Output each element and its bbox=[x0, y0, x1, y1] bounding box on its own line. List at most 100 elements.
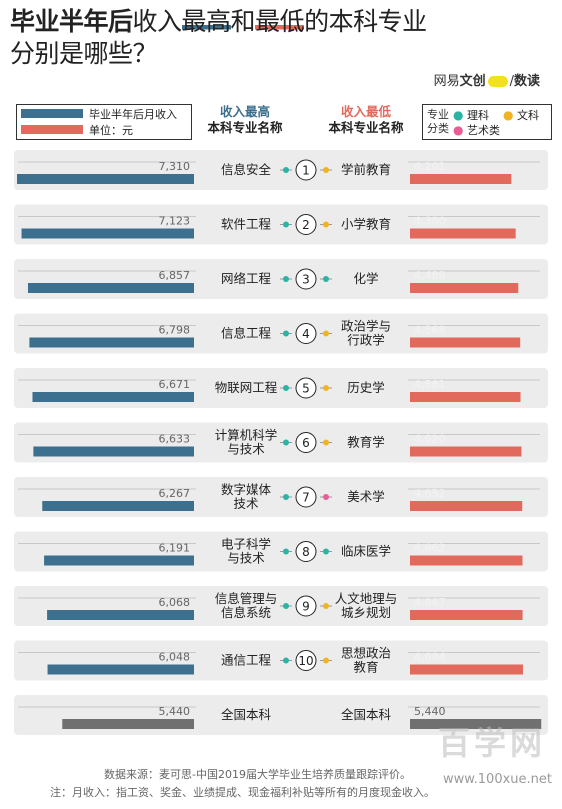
category-dot-high bbox=[283, 385, 289, 391]
data-label-high: 6,671 bbox=[159, 378, 191, 391]
bar-low bbox=[410, 664, 523, 675]
bar-low bbox=[410, 501, 523, 511]
title-part-2: 收入 bbox=[132, 7, 183, 36]
bar-high bbox=[42, 501, 195, 511]
brand-logo: 网易文创 /数读 bbox=[434, 70, 540, 89]
major-low-label: 思想政治 bbox=[341, 646, 391, 661]
overall-label-high: 全国本科 bbox=[221, 707, 272, 722]
bar-high bbox=[17, 174, 194, 184]
data-label-low: 4,684 bbox=[414, 651, 446, 664]
title-part-1: 毕业半年后 bbox=[10, 7, 133, 36]
rank-label: 7 bbox=[302, 491, 310, 505]
data-label-low: 4,620 bbox=[414, 433, 446, 446]
data-label-high: 6,191 bbox=[159, 542, 191, 555]
rank-circle bbox=[295, 486, 317, 508]
bar-low bbox=[410, 392, 521, 402]
category-dot-low bbox=[323, 385, 329, 391]
rank-circle bbox=[295, 268, 317, 290]
category-dot-low bbox=[323, 548, 329, 555]
data-label-low: 4,667 bbox=[414, 596, 446, 609]
column-header-high-1: 收入最高 bbox=[219, 104, 270, 119]
major-high-label: 计算机科学 bbox=[215, 428, 278, 443]
data-label-low: 4,662 bbox=[414, 542, 446, 555]
major-low-label: 临床医学 bbox=[341, 544, 391, 559]
dot-arts-icon: ● bbox=[503, 108, 514, 122]
category-dot-low bbox=[323, 657, 329, 664]
category-legend: 专业分类 ● 理科 ● 文科 ● 艺术类 bbox=[422, 104, 552, 140]
data-label-high: 6,857 bbox=[159, 269, 191, 282]
category-dot-high bbox=[283, 167, 289, 173]
rank-circle bbox=[295, 323, 317, 344]
bar-high bbox=[29, 337, 195, 348]
bar-low bbox=[410, 610, 523, 620]
page-title: 毕业半年后收入最高和最低的本科专业 分别是哪些？ bbox=[10, 6, 530, 70]
rank-circle bbox=[295, 214, 317, 235]
major-high-label: 与技术 bbox=[227, 551, 265, 566]
dot-fine-arts-icon: ● bbox=[453, 123, 464, 137]
bar-overall-low bbox=[410, 719, 542, 729]
rank-circle bbox=[295, 650, 317, 671]
major-high-label: 软件工程 bbox=[221, 217, 272, 232]
rank-circle bbox=[295, 377, 317, 399]
category-dot-low bbox=[323, 603, 329, 609]
brand-dot-icon bbox=[487, 76, 508, 87]
brand-right: 数读 bbox=[513, 74, 540, 89]
data-label-low: 4,489 bbox=[414, 269, 446, 282]
rank-label: 3 bbox=[302, 273, 310, 287]
overall-label-low: 全国本科 bbox=[341, 707, 392, 722]
category-dot-high bbox=[283, 548, 289, 555]
data-label-high: 7,310 bbox=[159, 160, 191, 173]
column-header-low-1: 收入最低 bbox=[340, 104, 391, 119]
major-low-label: 学前教育 bbox=[341, 162, 391, 177]
category-dot-low bbox=[323, 276, 329, 282]
major-low-label: 历史学 bbox=[347, 380, 385, 395]
major-high-label: 信息管理与 bbox=[215, 591, 278, 606]
category-dot-high bbox=[283, 494, 289, 500]
category-dot-low bbox=[323, 221, 329, 228]
major-high-label: 信息工程 bbox=[221, 326, 272, 341]
footer-note: 注：月收入：指工资、奖金、业绩提成、现金福利补贴等所有的月度现金收入。 bbox=[50, 786, 435, 799]
rank-circle bbox=[295, 595, 317, 617]
rank-label: 2 bbox=[302, 218, 310, 232]
legend-swatch-high bbox=[21, 109, 83, 118]
category-dot-high bbox=[283, 439, 289, 446]
category-dot-high bbox=[283, 603, 289, 609]
category-item-fine-arts-label: 艺术类 bbox=[466, 124, 500, 137]
data-label-high: 6,633 bbox=[159, 433, 191, 446]
legend-series-label: 毕业半年后月收入 bbox=[89, 108, 177, 121]
category-item-science: ● 理科 bbox=[453, 107, 489, 123]
major-low-label: 教育 bbox=[353, 660, 378, 675]
rank-label: 6 bbox=[302, 436, 310, 450]
data-label-low: 4,581 bbox=[414, 378, 446, 391]
column-header-low: 收入最低 本科专业名称 bbox=[311, 104, 421, 136]
bar-low bbox=[410, 283, 519, 293]
major-high-label: 物联网工程 bbox=[215, 380, 278, 395]
watermark-url: www.100xue.net bbox=[442, 772, 552, 787]
major-low-label: 化学 bbox=[353, 271, 378, 286]
dot-science-icon: ● bbox=[453, 108, 464, 122]
major-high-label: 信息安全 bbox=[221, 162, 272, 177]
data-label-low: 4,568 bbox=[414, 324, 446, 337]
data-label-low: 4,380 bbox=[414, 215, 446, 228]
brand-left: 网易 bbox=[433, 74, 460, 89]
major-high-label: 信息系统 bbox=[221, 605, 271, 620]
major-low-label: 美术学 bbox=[347, 489, 385, 504]
major-low-label: 行政学 bbox=[347, 333, 385, 348]
title-part-5: 最低 bbox=[255, 7, 305, 36]
legend-unit-label: 单位：元 bbox=[89, 124, 133, 137]
bar-low bbox=[410, 228, 516, 239]
legend-row-unit: 单位：元 bbox=[17, 121, 191, 137]
category-dot-low bbox=[323, 439, 329, 446]
title-line-2: 分别是哪些？ bbox=[10, 39, 158, 68]
bar-high bbox=[33, 446, 195, 457]
rank-label: 5 bbox=[302, 382, 310, 396]
major-low-label: 人文地理与 bbox=[335, 591, 398, 606]
bar-high bbox=[32, 392, 194, 402]
category-dot-low bbox=[323, 494, 329, 500]
data-label-low: 4,652 bbox=[414, 487, 446, 500]
bar-overall-high bbox=[62, 719, 194, 729]
rank-label: 9 bbox=[302, 600, 310, 614]
category-item-science-label: 理科 bbox=[466, 109, 489, 122]
rank-label: 4 bbox=[302, 327, 310, 341]
